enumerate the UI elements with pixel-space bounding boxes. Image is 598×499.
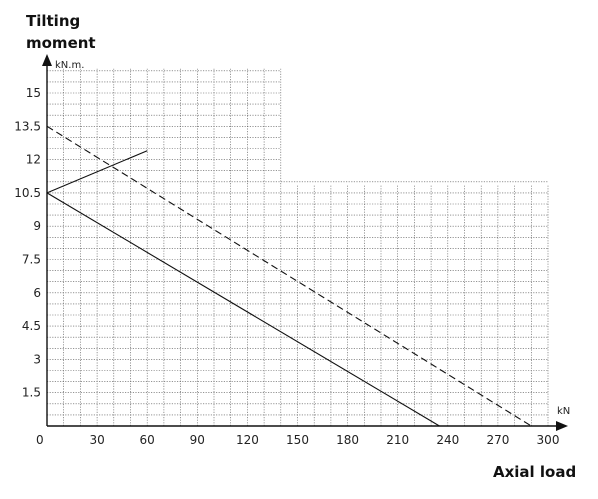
x-tick-label: 120 bbox=[236, 433, 259, 447]
y-tick-label: 12 bbox=[26, 153, 41, 167]
x-tick-label: 240 bbox=[436, 433, 459, 447]
x-axis-unit: kN bbox=[557, 406, 570, 417]
x-axis-title: Axial load bbox=[493, 463, 576, 481]
x-tick-label: 90 bbox=[190, 433, 205, 447]
y-tick-label: 9 bbox=[33, 219, 41, 233]
y-axis-unit: kN.m. bbox=[55, 60, 84, 71]
y-tick-label: 1.5 bbox=[22, 386, 41, 400]
x-tick-label: 270 bbox=[486, 433, 509, 447]
y-tick-label: 13.5 bbox=[14, 119, 41, 133]
x-axis-arrow bbox=[556, 421, 568, 431]
y-axis-arrow bbox=[42, 54, 52, 66]
y-tick-label: 4.5 bbox=[22, 319, 41, 333]
y-tick-label: 15 bbox=[26, 86, 41, 100]
y-tick-label: 3 bbox=[33, 352, 41, 366]
y-tick-label: 6 bbox=[33, 286, 41, 300]
x-tick-label: 210 bbox=[386, 433, 409, 447]
y-tick-label: 7.5 bbox=[22, 253, 41, 267]
tick-labels: 30 60 90 120 150 180 210 240 270 3001.534.567.591… bbox=[14, 86, 559, 447]
x-origin-label: 0 bbox=[36, 433, 44, 447]
series-line-1 bbox=[46, 192, 440, 427]
x-tick-label: 150 bbox=[286, 433, 309, 447]
series-group bbox=[46, 125, 532, 427]
axes bbox=[42, 54, 568, 431]
x-tick-label: 300 bbox=[537, 433, 560, 447]
x-tick-label: 180 bbox=[336, 433, 359, 447]
y-axis-title-line-2: moment bbox=[26, 34, 96, 52]
y-tick-label: 10.5 bbox=[14, 186, 41, 200]
x-tick-label: 60 bbox=[140, 433, 155, 447]
grid bbox=[47, 68, 549, 426]
y-axis-title-line-1: Tilting bbox=[26, 12, 80, 30]
series-line-3 bbox=[46, 150, 148, 194]
series-line-2 bbox=[46, 125, 532, 427]
x-tick-label: 30 bbox=[89, 433, 104, 447]
